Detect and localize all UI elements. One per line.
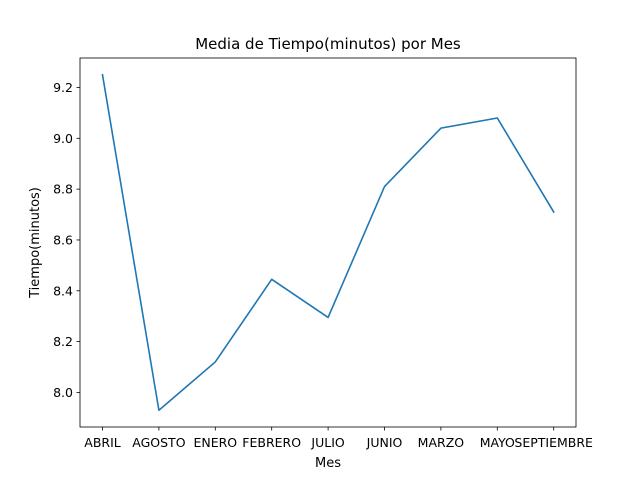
x-axis-ticks: ABRIL AGOSTO ENERO FEBRERO JULIO JUNIO MARZO MA… <box>84 427 593 450</box>
y-axis-label: Tiempo(minutos) <box>28 187 43 299</box>
y-axis-ticks: 8.0 8.2 8.4 8.6 8.8 9.0 9.2 <box>53 80 80 400</box>
y-tick-label: 9.0 <box>53 131 73 146</box>
x-tick-label: ENERO <box>193 435 237 450</box>
y-tick-label: 8.8 <box>53 182 73 197</box>
y-tick-label: 8.6 <box>53 232 73 247</box>
x-tick-label: JULIO <box>310 435 344 450</box>
series-lines <box>101 73 555 412</box>
x-tick-label: MAYO <box>480 435 515 450</box>
y-tick-label: 8.4 <box>53 283 73 298</box>
x-tick-label: MARZO <box>418 435 465 450</box>
x-tick-label: FEBRERO <box>242 435 301 450</box>
x-tick-label: JUNIO <box>366 435 403 450</box>
series-line <box>101 73 555 412</box>
plot-frame <box>79 57 577 428</box>
y-tick-label: 8.0 <box>53 385 73 400</box>
chart-title: Media de Tiempo(minutos) por Mes <box>195 35 461 53</box>
x-tick-label: ABRIL <box>84 435 120 450</box>
x-axis-label: Mes <box>315 456 341 471</box>
x-tick-label: AGOSTO <box>132 435 185 450</box>
x-tick-label: SEPTIEMBRE <box>514 435 593 450</box>
y-tick-label: 8.2 <box>53 334 73 349</box>
y-tick-label: 9.2 <box>53 80 73 95</box>
